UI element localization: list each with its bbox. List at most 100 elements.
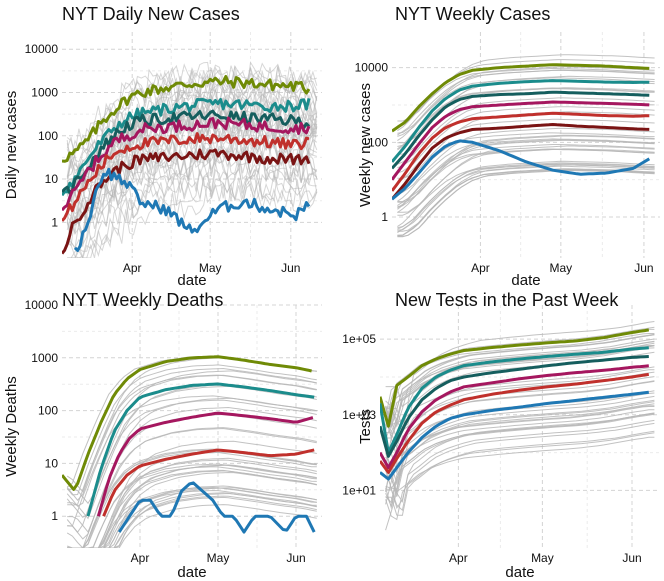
series-line-dark-teal (380, 355, 649, 458)
y-tick-label: 1000 (31, 351, 58, 365)
gray-series-line (385, 399, 655, 490)
gray-series-line (67, 175, 318, 258)
gray-series-line (67, 427, 317, 548)
series-line-teal (380, 346, 649, 455)
series-line-magenta (62, 116, 311, 212)
gray-series-line (67, 471, 317, 548)
gray-series-line (67, 449, 317, 548)
gray-series-line (67, 487, 317, 548)
gray-series-line (67, 495, 317, 548)
y-tick-label: 1000 (31, 86, 58, 100)
gray-series-line (385, 369, 655, 467)
data-layer (62, 355, 317, 548)
gray-series-line (385, 380, 655, 475)
series-line-olive (62, 75, 311, 163)
panel-2: 1 100 10000 Apr May Jun NYT Weekly Cases date We… (355, 4, 660, 289)
series-line-dark-red (392, 123, 650, 201)
gray-series-line (385, 376, 655, 473)
panel-3: 1 10 100 1000 10000 Apr May Jun NYT Weekly Death… (3, 290, 322, 581)
panel-title: New Tests in the Past Week (395, 290, 619, 310)
y-tick-label: 1e+01 (342, 483, 376, 497)
series-line-blue (380, 390, 649, 481)
gray-series-line (67, 440, 317, 548)
y-tick-label: 10 (45, 456, 59, 470)
gray-series-line (66, 374, 317, 507)
panel-title: NYT Weekly Deaths (62, 290, 223, 310)
series-line-dark-red (62, 148, 311, 255)
series-line-red (62, 132, 310, 222)
x-axis-label: date (511, 272, 540, 289)
gray-series-line (385, 430, 655, 516)
series-line-blue (117, 481, 316, 534)
gray-series-line (385, 413, 655, 510)
gray-series-line (397, 148, 655, 216)
gray-series-line (397, 69, 655, 137)
y-tick-label: 1 (51, 215, 58, 229)
x-tick-label: May (207, 551, 230, 565)
gray-series-line (385, 403, 655, 490)
series-line-red (380, 372, 650, 474)
gray-series-line (397, 66, 655, 134)
gray-series-line (67, 427, 317, 548)
gray-series-line (385, 432, 655, 521)
series-line-teal (86, 382, 315, 517)
series-line-blue (392, 139, 651, 201)
series-line-magenta (392, 100, 650, 181)
y-tick-label: 1 (51, 509, 58, 523)
gray-series-line (397, 165, 655, 234)
gray-series-line (397, 168, 655, 236)
series-line-olive (380, 328, 650, 428)
gray-series-line (67, 470, 317, 548)
gray-series-line (397, 162, 655, 230)
y-tick-label: 100 (38, 129, 58, 143)
gray-series-line (397, 148, 655, 210)
gray-series-line (397, 148, 655, 213)
gray-series-line (385, 412, 655, 503)
gray-series-line (397, 67, 655, 132)
gray-series-line (67, 370, 317, 505)
y-tick-label: 10 (45, 172, 59, 186)
series-line-dark-teal (62, 109, 311, 195)
gray-series-line (397, 163, 655, 231)
gray-series-line (397, 139, 655, 208)
gray-series-line (385, 406, 655, 492)
y-tick-label: 100 (38, 404, 58, 418)
series-line-dark-teal (392, 90, 650, 170)
series-line-magenta (96, 411, 314, 517)
gray-series-line (385, 409, 655, 505)
gray-series-line (397, 144, 655, 209)
gray-series-line (66, 374, 317, 506)
gray-series-line (385, 436, 655, 531)
y-tick-label: 1e+05 (342, 332, 376, 346)
gray-series-line (385, 405, 655, 493)
y-tick-label: 100 (368, 135, 388, 149)
series-line-olive (62, 355, 312, 491)
gray-series-line (385, 422, 655, 512)
gray-series-line (397, 106, 655, 174)
gray-series-line (66, 364, 317, 496)
x-tick-label: Jun (634, 261, 653, 275)
gray-series-line (385, 340, 655, 433)
panel-4: 1e+01 1e+03 1e+05 Apr May Jun New Tests in the… (342, 290, 660, 581)
x-tick-label: Apr (471, 261, 490, 275)
gray-series-line (67, 182, 318, 258)
gray-series-line (397, 127, 655, 196)
gray-series-line (67, 395, 317, 527)
x-axis-label: date (177, 564, 206, 581)
x-tick-label: Apr (131, 551, 150, 565)
gray-series-line (66, 367, 317, 501)
gray-series-line (385, 413, 655, 504)
series-line-magenta (380, 364, 649, 470)
panel-title: NYT Daily New Cases (62, 4, 240, 24)
gray-series-line (385, 338, 655, 426)
series-line-red (392, 111, 650, 192)
x-axis-label: date (505, 564, 534, 581)
gray-series-line (385, 401, 655, 497)
gray-series-line (397, 87, 655, 150)
gray-series-line (385, 334, 655, 428)
gray-series-line (66, 399, 317, 534)
series-line-teal (392, 79, 650, 163)
gray-series-line (67, 167, 318, 258)
x-tick-label: May (550, 261, 573, 275)
